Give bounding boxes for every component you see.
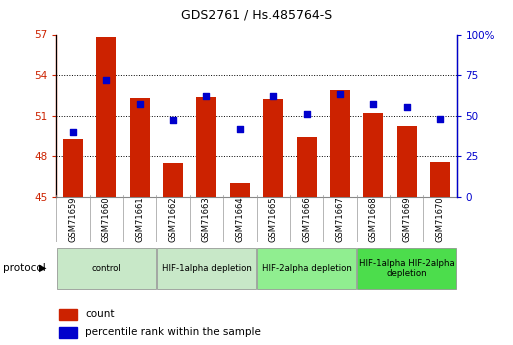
Bar bbox=[397, 126, 417, 197]
Point bbox=[302, 111, 310, 117]
Text: HIF-1alpha depletion: HIF-1alpha depletion bbox=[162, 264, 251, 273]
Bar bbox=[357, 248, 456, 289]
Point bbox=[169, 118, 177, 123]
Bar bbox=[330, 90, 350, 197]
Text: count: count bbox=[85, 309, 114, 319]
Bar bbox=[297, 137, 317, 197]
Bar bbox=[363, 113, 383, 197]
Text: GSM71668: GSM71668 bbox=[369, 196, 378, 242]
Point bbox=[202, 93, 210, 99]
Text: GSM71670: GSM71670 bbox=[436, 196, 444, 242]
Bar bbox=[263, 99, 283, 197]
Text: percentile rank within the sample: percentile rank within the sample bbox=[85, 327, 261, 337]
Bar bbox=[57, 248, 156, 289]
Point bbox=[369, 101, 377, 107]
Point bbox=[235, 126, 244, 131]
Text: HIF-2alpha depletion: HIF-2alpha depletion bbox=[262, 264, 351, 273]
Point bbox=[135, 101, 144, 107]
Point bbox=[336, 92, 344, 97]
Point bbox=[436, 116, 444, 121]
Bar bbox=[59, 309, 77, 319]
Text: control: control bbox=[92, 264, 121, 273]
Text: GDS2761 / Hs.485764-S: GDS2761 / Hs.485764-S bbox=[181, 9, 332, 22]
Point bbox=[269, 93, 277, 99]
Bar bbox=[96, 37, 116, 197]
Text: ▶: ▶ bbox=[39, 263, 46, 273]
Point bbox=[102, 77, 110, 83]
Text: GSM71664: GSM71664 bbox=[235, 196, 244, 242]
Bar bbox=[130, 98, 150, 197]
Bar bbox=[157, 248, 256, 289]
Text: GSM71662: GSM71662 bbox=[169, 196, 177, 242]
Bar bbox=[63, 139, 83, 197]
Text: GSM71660: GSM71660 bbox=[102, 196, 111, 242]
Bar bbox=[163, 163, 183, 197]
Text: GSM71667: GSM71667 bbox=[336, 196, 344, 242]
Text: HIF-1alpha HIF-2alpha
depletion: HIF-1alpha HIF-2alpha depletion bbox=[359, 258, 455, 278]
Bar bbox=[59, 327, 77, 338]
Bar bbox=[230, 183, 250, 197]
Point bbox=[402, 105, 410, 110]
Text: GSM71669: GSM71669 bbox=[402, 196, 411, 242]
Text: GSM71666: GSM71666 bbox=[302, 196, 311, 242]
Text: GSM71663: GSM71663 bbox=[202, 196, 211, 242]
Text: GSM71659: GSM71659 bbox=[69, 196, 77, 242]
Bar bbox=[257, 248, 356, 289]
Text: GSM71661: GSM71661 bbox=[135, 196, 144, 242]
Text: protocol: protocol bbox=[3, 263, 45, 273]
Bar bbox=[430, 161, 450, 197]
Text: GSM71665: GSM71665 bbox=[269, 196, 278, 242]
Point bbox=[69, 129, 77, 135]
Bar bbox=[196, 97, 216, 197]
